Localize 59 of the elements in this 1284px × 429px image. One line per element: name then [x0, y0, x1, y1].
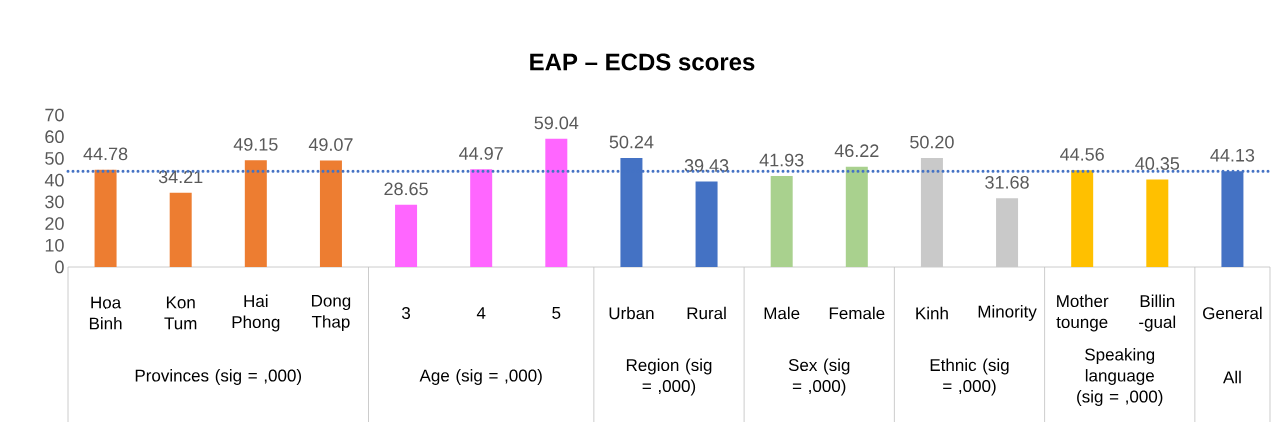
y-tick-label: 70 [45, 108, 64, 122]
bar [1146, 179, 1169, 267]
x-tick-label: Urban [609, 306, 654, 320]
x-tick-label: Hai Phong [232, 294, 280, 332]
x-tick-label: Male [764, 306, 800, 320]
y-tick-label: 40 [44, 173, 64, 187]
x-tick-label: Hoa Binh [89, 296, 122, 330]
x-tick-label: 3 [401, 306, 411, 320]
bar [94, 169, 117, 267]
data-label: 59.04 [534, 116, 579, 130]
x-tick-label: Billin -gual [1139, 294, 1176, 332]
x-tick-label: Dong Thap [311, 294, 351, 332]
x-tick-label: Minority [978, 305, 1037, 321]
data-label: 50.24 [609, 135, 654, 149]
data-label: 31.68 [985, 175, 1029, 189]
text: Speaking language (sig = ,000) [1077, 348, 1163, 406]
bar [470, 169, 493, 267]
text: Age (sig = ,000) [419, 369, 542, 385]
bar [695, 181, 718, 267]
x-tick-label: Mother tounge [1056, 294, 1109, 332]
bar [244, 160, 267, 267]
bar [770, 175, 793, 267]
text: Ethnic (sig = ,000) [930, 358, 1009, 396]
data-label: 49.07 [308, 138, 353, 151]
bar [1071, 170, 1094, 267]
x-tick-label: General [1203, 306, 1262, 320]
chart-title: EAP – ECDS scores [530, 53, 755, 71]
bar [319, 160, 342, 267]
y-tick-label: 10 [45, 238, 64, 252]
y-tick-label: 60 [45, 130, 64, 144]
bar [169, 192, 192, 267]
bar [845, 166, 868, 267]
data-label: 50.20 [910, 135, 954, 149]
data-label: 46.22 [834, 144, 879, 158]
data-label: 44.13 [1210, 148, 1255, 162]
data-label: 28.65 [384, 182, 428, 196]
bar [395, 204, 418, 267]
data-label: 49.15 [233, 137, 278, 151]
bar [545, 138, 568, 267]
x-tick-label: Rural [687, 306, 726, 320]
data-label: 44.97 [459, 147, 503, 160]
data-label: 40.35 [1135, 157, 1180, 170]
text: Region (sig = ,000) [626, 358, 712, 396]
x-tick-label: 5 [552, 307, 561, 319]
x-tick-label: Female [829, 306, 885, 320]
data-label: 44.56 [1060, 147, 1104, 161]
x-tick-label: Kon Tum [164, 296, 197, 330]
y-tick-label: 20 [45, 217, 64, 230]
text: All [1223, 370, 1241, 384]
data-label: 34.21 [158, 170, 203, 184]
y-tick-label: 0 [55, 260, 64, 274]
y-tick-label: 30 [45, 195, 64, 209]
data-label: 44.78 [83, 147, 128, 161]
text: Provinces (sig = ,000) [135, 369, 302, 385]
data-label: 41.93 [759, 153, 804, 167]
x-tick-label: 4 [476, 307, 486, 319]
y-tick-label: 50 [45, 152, 64, 165]
x-tick-label: Kinh [916, 306, 948, 320]
text: Sex (sig = ,000) [788, 358, 850, 396]
